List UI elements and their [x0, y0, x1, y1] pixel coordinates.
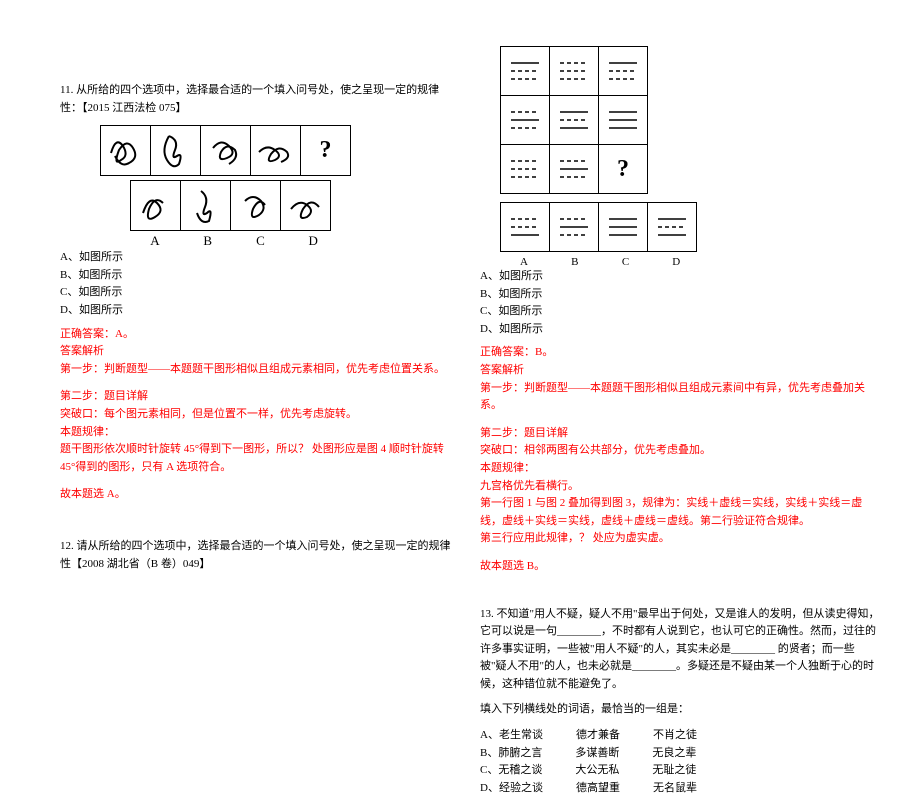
grid-cell [501, 96, 550, 145]
w3: 不肖之徒 [653, 729, 697, 741]
scribble-icon [131, 183, 177, 229]
grid-cell [550, 96, 599, 145]
breakthrough: 突破口：每个图元素相同，但是位置不一样，优先考虑旋转。 [60, 406, 460, 424]
correct-answer: 正确答案：A。 [60, 326, 460, 344]
scribble-icon [231, 183, 277, 229]
q13-option-d: D、经验之谈 德高望重 无名鼠辈 [480, 780, 880, 797]
scribble-icon [201, 128, 247, 174]
q12-text: 12. 请从所给的四个选项中，选择最合适的一个填入问号处，使之呈现一定的规律性【… [60, 538, 460, 573]
grid-cell [550, 47, 599, 96]
q11-option-b: B、如图所示 [60, 267, 460, 285]
q11-option-a: A、如图所示 [60, 249, 460, 267]
q12-option-b: B、如图所示 [480, 286, 880, 304]
step1: 第一步：判断题型——本题题干图形相似且组成元素间中有异，优先考虑叠加关系。 [480, 380, 880, 415]
label-d: D [288, 233, 338, 249]
question-mark-icon: ? [617, 156, 629, 182]
rule-header: 本题规律： [480, 460, 880, 478]
q12-option-c: C、如图所示 [480, 303, 880, 321]
q12-option-a: A、如图所示 [480, 268, 880, 286]
opt-label: A、 [480, 729, 499, 741]
grid-cell [599, 47, 648, 96]
scribble-icon [151, 128, 197, 174]
answer-header: 答案解析 [480, 362, 880, 380]
w1: 无稽之谈 [498, 764, 542, 776]
w3: 无耻之徒 [652, 764, 696, 776]
step2: 第二步：题目详解 [480, 425, 880, 443]
q13-option-c: C、无稽之谈 大公无私 无耻之徒 [480, 762, 880, 780]
q13-option-a: A、老生常谈 德才兼备 不肖之徒 [480, 727, 880, 745]
correct-answer: 正确答案：B。 [480, 344, 880, 362]
scribble-icon [281, 183, 327, 229]
scribble-icon [251, 128, 297, 174]
step1: 第一步：判断题型——本题题干图形相似且组成元素相同，优先考虑位置关系。 [60, 361, 460, 379]
opt-cell [648, 203, 697, 252]
rule2: 第一行图 1 与图 2 叠加得到图 3，规律为：实线＋虚线＝实线，实线＋实线＝虚… [480, 495, 880, 530]
rule-header: 本题规律： [60, 424, 460, 442]
q11-answer: 正确答案：A。 答案解析 第一步：判断题型——本题题干图形相似且组成元素相同，优… [60, 326, 460, 504]
conclusion: 故本题选 A。 [60, 486, 460, 504]
q13-option-b: B、肺腑之言 多谋善断 无良之辈 [480, 745, 880, 763]
scribble-icon [181, 183, 227, 229]
opt-label: B、 [480, 747, 498, 759]
w2: 多谋善断 [575, 747, 619, 759]
grid-cell [550, 145, 599, 194]
label-a: A [500, 256, 548, 268]
grid-cell [501, 47, 550, 96]
label-c: C [602, 256, 650, 268]
label-b: B [551, 256, 599, 268]
scribble-icon [101, 128, 147, 174]
q12-grid: ? [500, 46, 648, 194]
q11-option-c: C、如图所示 [60, 284, 460, 302]
q12-option-d: D、如图所示 [480, 321, 880, 339]
conclusion: 故本题选 B。 [480, 558, 880, 576]
w3: 无名鼠辈 [653, 782, 697, 794]
w2: 大公无私 [575, 764, 619, 776]
q13-text: 13. 不知道"用人不疑，疑人不用"最早出于何处，又是谁人的发明，但从读史得知，… [480, 606, 880, 694]
q13-instruction: 填入下列横线处的词语，最恰当的一组是： [480, 701, 880, 719]
q11-options-grid [130, 180, 331, 231]
answer-header: 答案解析 [60, 343, 460, 361]
opt-label: D、 [480, 782, 499, 794]
w1: 经验之谈 [499, 782, 543, 794]
q12-options-grid [500, 202, 697, 252]
opt-cell [599, 203, 648, 252]
w2: 德高望重 [576, 782, 620, 794]
label-c: C [236, 233, 286, 249]
q11-text: 11. 从所给的四个选项中，选择最合适的一个填入问号处，使之呈现一定的规律性：【… [60, 82, 460, 117]
w1: 老生常谈 [499, 729, 543, 741]
grid-cell [599, 96, 648, 145]
q11-option-labels: A B C D [130, 233, 460, 249]
w3: 无良之辈 [652, 747, 696, 759]
q11-prompt-grid: ? [100, 125, 351, 176]
opt-cell [550, 203, 599, 252]
label-d: D [652, 256, 700, 268]
q11-option-d: D、如图所示 [60, 302, 460, 320]
opt-cell [501, 203, 550, 252]
w2: 德才兼备 [576, 729, 620, 741]
grid-cell [501, 145, 550, 194]
question-mark-icon: ? [320, 137, 332, 163]
label-a: A [130, 233, 180, 249]
q12-option-labels: A B C D [500, 256, 880, 268]
step2: 第二步：题目详解 [60, 388, 460, 406]
w1: 肺腑之言 [498, 747, 542, 759]
rule: 题干图形依次顺时针旋转 45°得到下一图形，所以？ 处图形应是图 4 顺时针旋转… [60, 441, 460, 476]
q12-answer: 正确答案：B。 答案解析 第一步：判断题型——本题题干图形相似且组成元素间中有异… [480, 344, 880, 575]
breakthrough: 突破口：相邻两图有公共部分，优先考虑叠加。 [480, 442, 880, 460]
rule1: 九宫格优先看横行。 [480, 478, 880, 496]
label-b: B [183, 233, 233, 249]
opt-label: C、 [480, 764, 498, 776]
rule3: 第三行应用此规律，？ 处应为虚实虚。 [480, 530, 880, 548]
